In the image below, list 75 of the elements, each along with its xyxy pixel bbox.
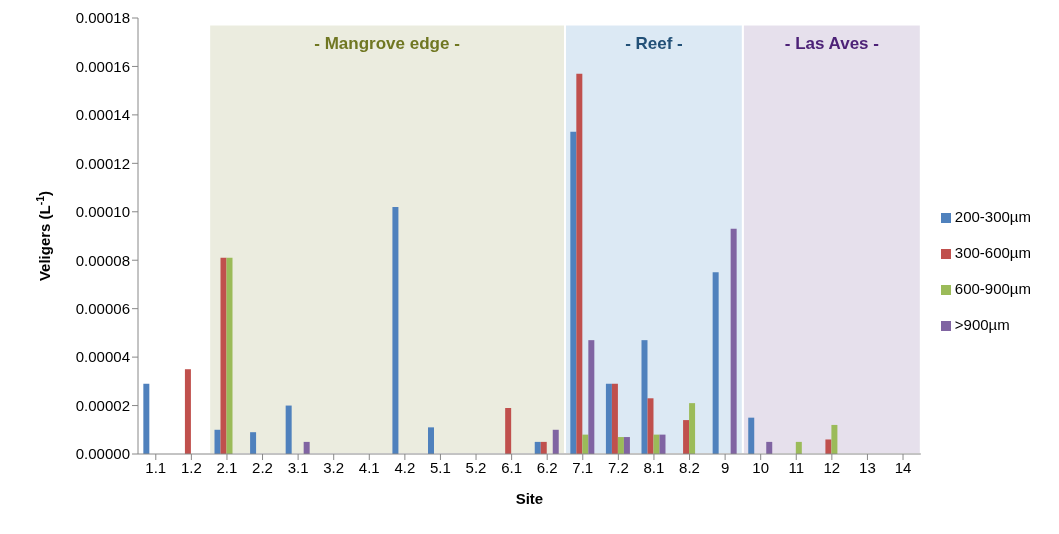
bar	[582, 434, 589, 454]
x-tick-label: 8.1	[643, 458, 665, 476]
bar	[505, 407, 512, 454]
bar	[641, 340, 648, 454]
band-label: - Mangrove edge -	[314, 33, 460, 53]
legend-label: >900µm	[954, 316, 1010, 333]
x-tick-label: 1.1	[145, 458, 167, 476]
x-axis-title: Site	[515, 490, 544, 507]
bar	[143, 383, 150, 454]
x-tick-label: 2.2	[252, 458, 273, 476]
bar	[605, 383, 612, 454]
bar	[659, 434, 666, 454]
x-tick-label: 10	[752, 458, 770, 476]
y-tick-label: 0.00000	[75, 445, 130, 463]
x-tick-label: 2.1	[216, 458, 238, 476]
bar	[226, 257, 233, 454]
x-tick-label: 5.1	[430, 458, 451, 476]
bar	[534, 441, 541, 454]
band-label: - Reef -	[625, 33, 683, 53]
y-tick-label: 0.00008	[75, 251, 130, 269]
bar	[250, 432, 257, 454]
bar	[647, 398, 654, 454]
bar	[576, 73, 583, 454]
bar	[428, 427, 434, 454]
x-tick-label: 1.2	[180, 458, 202, 476]
legend-label: 600-900µm	[954, 280, 1031, 297]
x-tick-label: 6.2	[536, 458, 558, 476]
bar	[712, 272, 719, 454]
x-tick-label: 13	[859, 458, 876, 476]
y-tick-label: 0.00002	[75, 396, 130, 414]
y-tick-label: 0.00004	[75, 348, 130, 366]
bar	[730, 228, 737, 454]
y-tick-label: 0.00018	[75, 9, 130, 27]
y-tick-label: 0.00012	[75, 154, 130, 172]
x-tick-label: 5.2	[465, 458, 487, 476]
bar	[825, 439, 832, 454]
x-tick-label: 8.2	[679, 458, 700, 476]
bar	[220, 257, 227, 454]
x-tick-label: 14	[894, 458, 912, 476]
bar	[623, 437, 630, 454]
bar	[588, 340, 595, 454]
bar	[184, 369, 191, 454]
x-tick-label: 12	[823, 458, 841, 476]
bar	[285, 405, 292, 454]
x-tick-label: 9	[720, 458, 730, 476]
bar	[611, 383, 618, 454]
bar	[392, 206, 399, 454]
bar	[748, 417, 755, 454]
bar	[683, 420, 690, 454]
y-tick-label: 0.00016	[75, 57, 130, 75]
y-tick-label: 0.00014	[75, 106, 130, 124]
bar	[214, 429, 221, 454]
bar	[689, 403, 696, 454]
bar	[303, 441, 310, 454]
bar	[570, 131, 577, 454]
x-tick-label: 4.2	[394, 458, 416, 476]
bar	[795, 441, 802, 454]
bar	[540, 441, 547, 454]
x-tick-label: 3.2	[323, 458, 345, 476]
x-tick-label: 11	[788, 458, 805, 476]
bar	[552, 429, 559, 454]
bar	[617, 437, 624, 454]
bar	[831, 424, 838, 454]
x-tick-label: 3.1	[287, 458, 309, 476]
x-tick-label: 4.1	[358, 458, 380, 476]
band-label: - Las Aves -	[784, 33, 879, 53]
y-tick-label: 0.00006	[75, 299, 130, 317]
legend-label: 200-300µm	[954, 208, 1031, 225]
x-tick-label: 7.1	[572, 458, 594, 476]
y-tick-label: 0.00010	[75, 203, 130, 221]
legend-label: 300-600µm	[954, 244, 1031, 261]
bar	[766, 441, 773, 454]
x-tick-label: 7.2	[607, 458, 629, 476]
bar	[653, 434, 660, 454]
x-tick-label: 6.1	[501, 458, 523, 476]
